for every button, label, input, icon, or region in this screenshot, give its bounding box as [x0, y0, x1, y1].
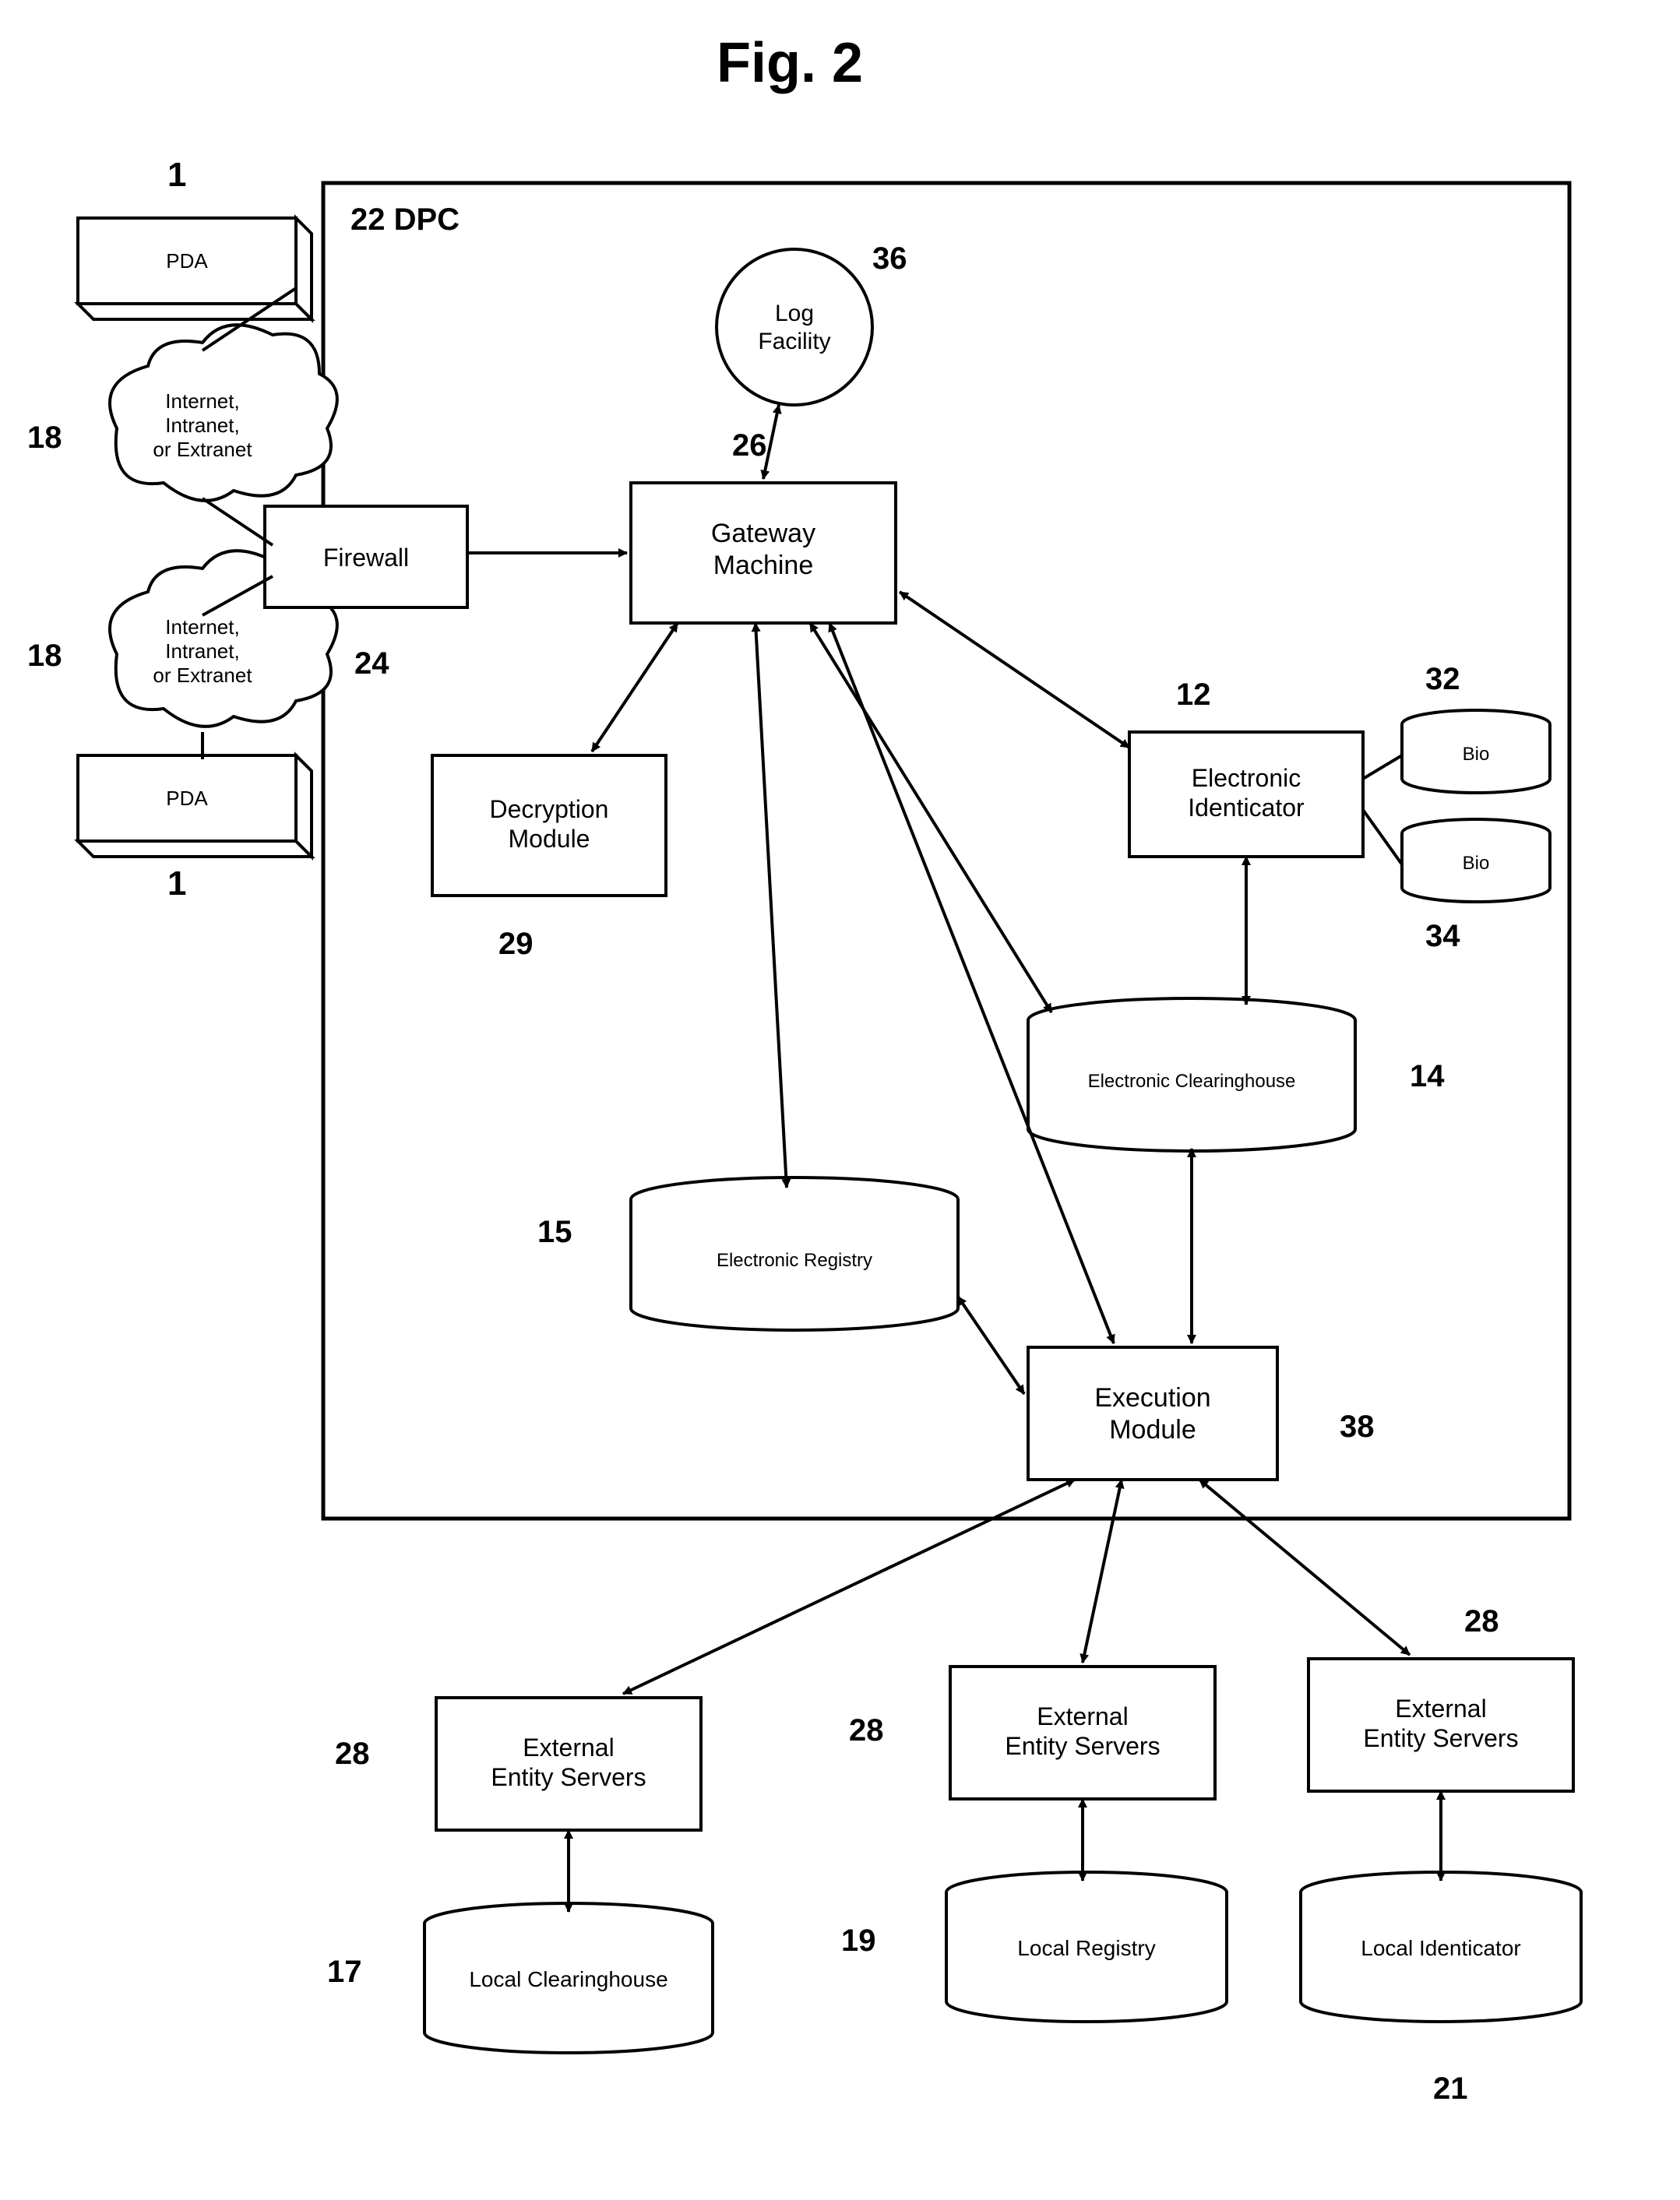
pda1-label: PDA: [78, 249, 296, 273]
identicator-ref: 12: [1176, 678, 1211, 713]
localident-ref: 21: [1433, 2072, 1468, 2107]
gateway-label: Gateway Machine: [631, 518, 896, 582]
cloud2-ref: 18: [27, 639, 62, 674]
bio2-label: Bio: [1402, 853, 1550, 875]
cloud2-label: Internet, Intranet, or Extranet: [117, 615, 288, 688]
execution-ref: 38: [1340, 1410, 1375, 1445]
gateway-ref: 26: [732, 428, 767, 463]
dpc-label: 22 DPC: [350, 202, 460, 238]
firewall-ref: 24: [354, 646, 389, 681]
ext1-ref: 28: [335, 1737, 370, 1772]
bio2-ref: 34: [1425, 919, 1460, 954]
cloud1-label: Internet, Intranet, or Extranet: [117, 389, 288, 463]
localreg-label: Local Registry: [946, 1935, 1227, 1962]
ext3-ref: 28: [1464, 1604, 1499, 1639]
firewall-label: Firewall: [265, 543, 467, 572]
localclear-ref: 17: [327, 1955, 362, 1990]
clearinghouse-label: Electronic Clearinghouse: [1028, 1071, 1355, 1093]
ext2-ref: 28: [849, 1713, 884, 1748]
log-label: Log Facility: [732, 300, 857, 356]
localreg-ref: 19: [841, 1924, 876, 1959]
pda2-ref: 1: [167, 864, 186, 903]
localident-label: Local Identicator: [1301, 1935, 1581, 1962]
ext1-label: External Entity Servers: [436, 1733, 701, 1793]
identicator-label: Electronic Identicator: [1129, 763, 1363, 823]
pda2-label: PDA: [78, 787, 296, 811]
decrypt-label: Decryption Module: [432, 794, 666, 854]
bio1-label: Bio: [1402, 744, 1550, 766]
pda1-ref: 1: [167, 156, 186, 195]
ext3-label: External Entity Servers: [1308, 1694, 1573, 1754]
localclear-label: Local Clearinghouse: [424, 1966, 713, 1993]
cloud1-ref: 18: [27, 421, 62, 456]
decrypt-ref: 29: [498, 927, 534, 962]
ext2-label: External Entity Servers: [950, 1702, 1215, 1762]
diagram-page: { "title": { "text": "Fig. 2", "fontsize…: [0, 0, 1680, 2200]
bio1-ref: 32: [1425, 662, 1460, 697]
clearinghouse-ref: 14: [1410, 1059, 1445, 1094]
execution-label: Execution Module: [1028, 1382, 1277, 1446]
registry-label: Electronic Registry: [631, 1250, 958, 1272]
registry-ref: 15: [537, 1215, 572, 1250]
log-ref: 36: [872, 241, 907, 276]
